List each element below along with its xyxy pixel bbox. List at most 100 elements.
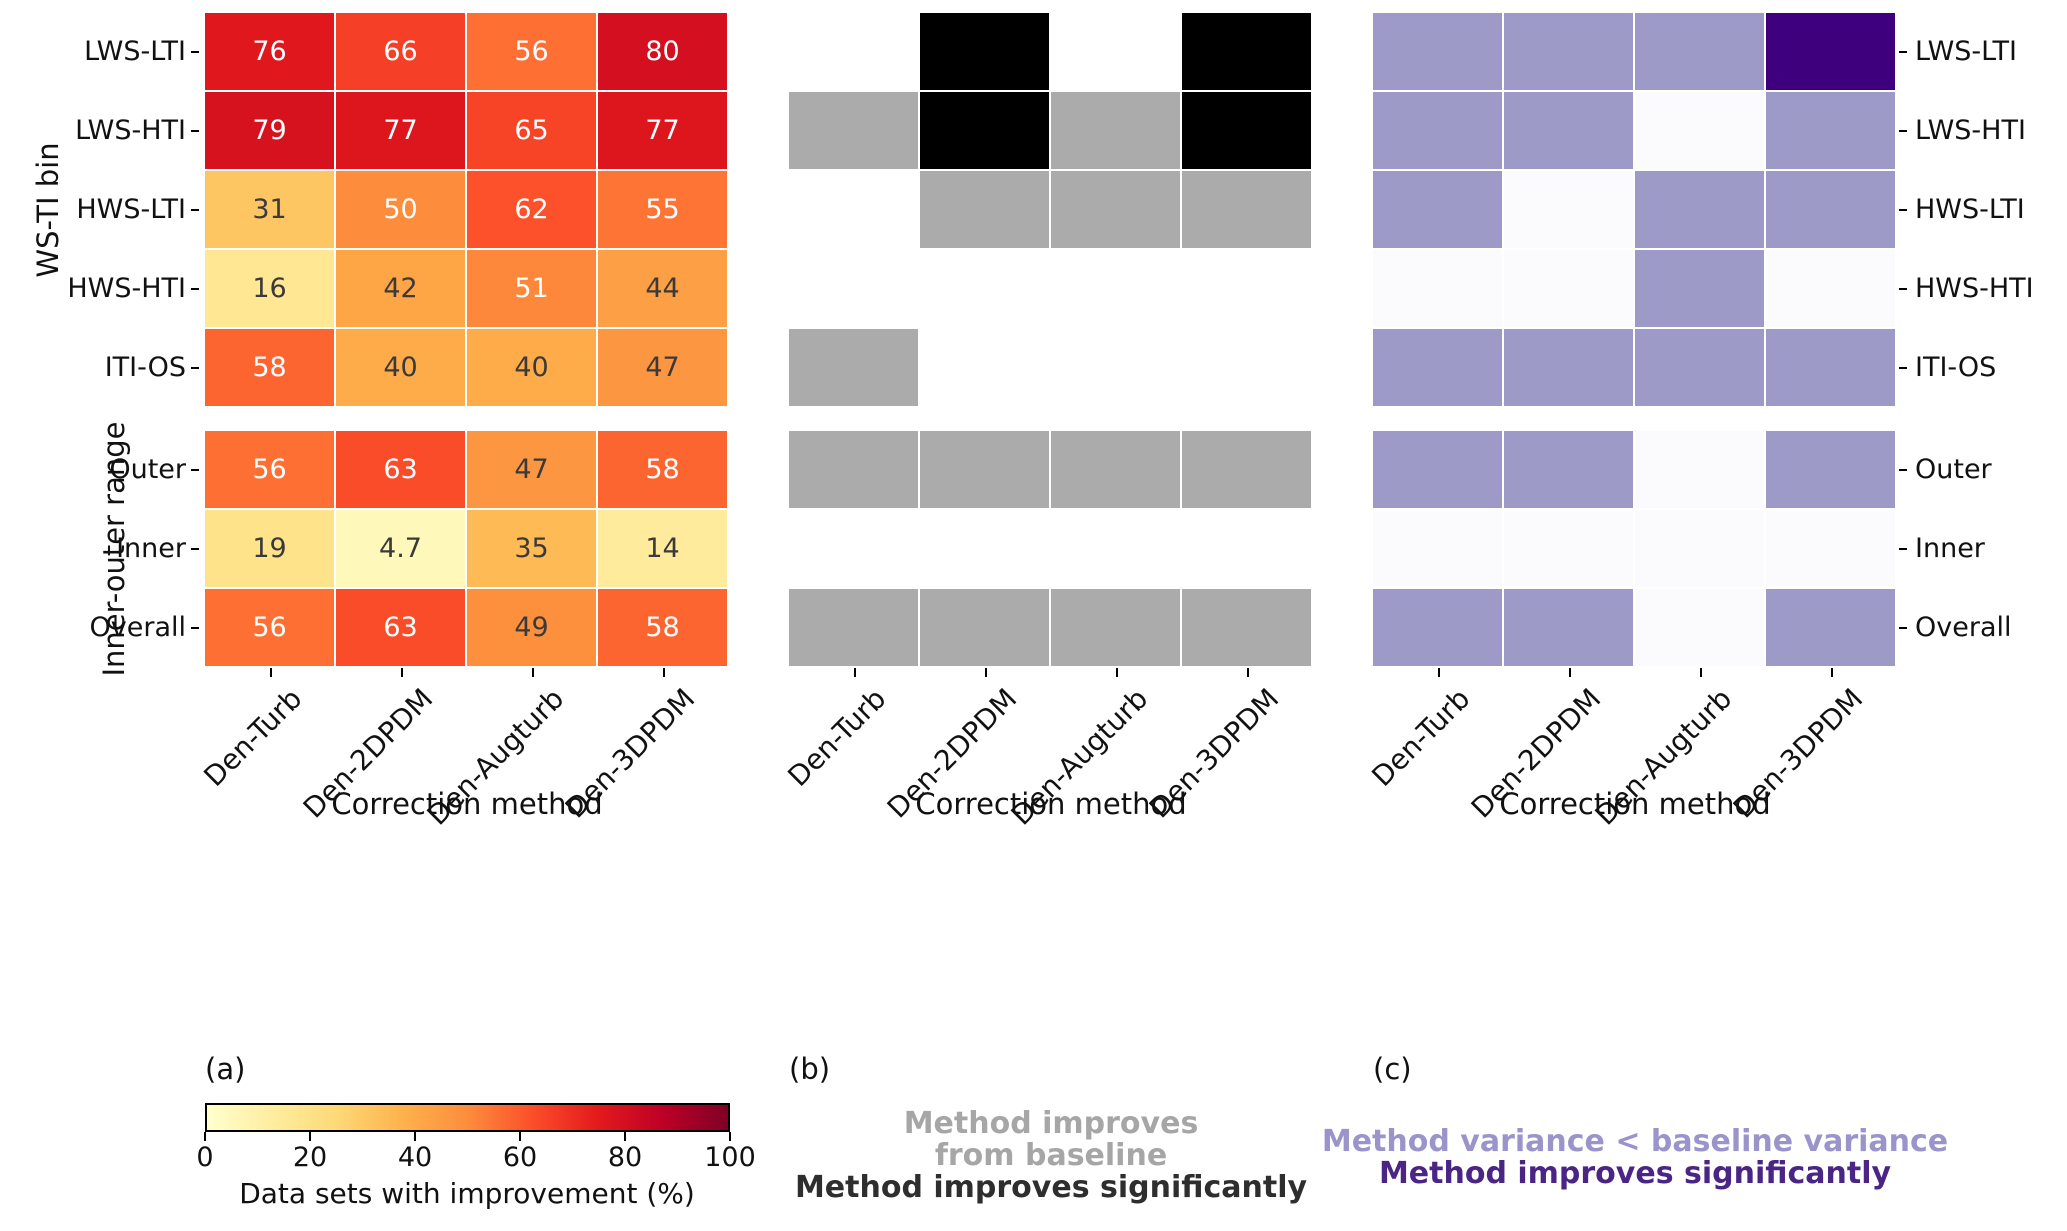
x-tick bbox=[1246, 668, 1249, 677]
heatmap-cell bbox=[1373, 589, 1502, 666]
heatmap-cell-value: 47 bbox=[514, 454, 549, 485]
heatmap-cell: 58 bbox=[598, 431, 727, 508]
y-tick bbox=[191, 208, 199, 211]
row-label: Outer bbox=[1915, 453, 1992, 485]
x-tick bbox=[531, 668, 534, 677]
row-label: ITI-OS bbox=[1915, 351, 1997, 383]
x-tick bbox=[1699, 668, 1702, 677]
legend-text: Method improves significantly bbox=[1378, 1156, 1892, 1191]
heatmap-cell: 62 bbox=[467, 171, 596, 248]
y-tick bbox=[1899, 208, 1907, 211]
colorbar-tick bbox=[414, 1132, 416, 1141]
heatmap-cell-value: 40 bbox=[383, 352, 418, 383]
heatmap-cell-value: 80 bbox=[645, 36, 680, 67]
legend-text: Method improves bbox=[903, 1106, 1199, 1141]
heatmap-cell: 47 bbox=[467, 431, 596, 508]
heatmap-cell bbox=[1504, 13, 1633, 90]
y-tick bbox=[191, 287, 199, 290]
heatmap-cell-value: 56 bbox=[252, 612, 287, 643]
heatmap-cell: 66 bbox=[336, 13, 465, 90]
heatmap-cell: 63 bbox=[336, 589, 465, 666]
colorbar bbox=[205, 1103, 730, 1132]
heatmap-cell-value: 66 bbox=[383, 36, 418, 67]
heatmap-cell: 56 bbox=[205, 431, 334, 508]
heatmap-cell: 80 bbox=[598, 13, 727, 90]
heatmap-cell bbox=[1766, 13, 1895, 90]
x-tick bbox=[1568, 668, 1571, 677]
heatmap-cell bbox=[920, 510, 1049, 587]
heatmap-cell bbox=[920, 13, 1049, 90]
heatmap-panel-c-block-2 bbox=[1373, 431, 1895, 666]
heatmap-cell: 40 bbox=[336, 329, 465, 406]
heatmap-cell: 77 bbox=[598, 92, 727, 169]
heatmap-cell-value: 76 bbox=[252, 36, 287, 67]
heatmap-cell-value: 31 bbox=[252, 194, 287, 225]
heatmap-cell bbox=[920, 250, 1049, 327]
colorbar-label: Data sets with improvement (%) bbox=[239, 1177, 695, 1210]
colorbar-tick-label: 80 bbox=[607, 1142, 643, 1173]
heatmap-cell bbox=[920, 329, 1049, 406]
heatmap-cell bbox=[1051, 171, 1180, 248]
x-axis-label-panel-c: Correction method bbox=[1499, 787, 1771, 821]
heatmap-cell: 47 bbox=[598, 329, 727, 406]
y-tick bbox=[1899, 287, 1907, 290]
heatmap-cell bbox=[1182, 431, 1311, 508]
colorbar-tick-label: 0 bbox=[196, 1142, 214, 1173]
heatmap-cell bbox=[1504, 329, 1633, 406]
heatmap-cell bbox=[1051, 589, 1180, 666]
x-tick bbox=[1830, 668, 1833, 677]
heatmap-cell bbox=[920, 171, 1049, 248]
x-tick bbox=[853, 668, 856, 677]
heatmap-cell bbox=[1766, 431, 1895, 508]
row-label: HWS-HTI bbox=[67, 272, 186, 304]
heatmap-cell bbox=[1051, 510, 1180, 587]
heatmap-cell bbox=[1373, 250, 1502, 327]
heatmap-cell-value: 79 bbox=[252, 115, 287, 146]
heatmap-cell bbox=[920, 431, 1049, 508]
heatmap-cell bbox=[789, 13, 918, 90]
panel-letter-a: (a) bbox=[205, 1052, 246, 1086]
colorbar-tick-label: 60 bbox=[502, 1142, 538, 1173]
heatmap-cell-value: 63 bbox=[383, 454, 418, 485]
y-tick bbox=[1899, 50, 1907, 53]
heatmap-cell: 58 bbox=[205, 329, 334, 406]
heatmap-cell: 14 bbox=[598, 510, 727, 587]
heatmap-cell bbox=[1766, 329, 1895, 406]
heatmap-cell-value: 63 bbox=[383, 612, 418, 643]
heatmap-cell bbox=[1504, 92, 1633, 169]
heatmap-cell bbox=[1635, 92, 1764, 169]
heatmap-cell-value: 55 bbox=[645, 194, 680, 225]
heatmap-cell bbox=[1051, 250, 1180, 327]
heatmap-cell bbox=[1373, 92, 1502, 169]
heatmap-cell bbox=[1504, 431, 1633, 508]
heatmap-cell-value: 4.7 bbox=[379, 533, 422, 564]
heatmap-cell bbox=[1504, 510, 1633, 587]
y-tick bbox=[1899, 366, 1907, 369]
colorbar-tick-label: 100 bbox=[704, 1142, 756, 1173]
heatmap-cell bbox=[789, 431, 918, 508]
heatmap-cell-value: 58 bbox=[645, 454, 680, 485]
row-label: Outer bbox=[109, 453, 186, 485]
row-label: Inner bbox=[116, 532, 186, 564]
heatmap-cell bbox=[1635, 510, 1764, 587]
heatmap-cell bbox=[1373, 431, 1502, 508]
heatmap-cell: 35 bbox=[467, 510, 596, 587]
y-tick bbox=[191, 626, 199, 629]
heatmap-cell bbox=[789, 510, 918, 587]
colorbar-tick-label: 20 bbox=[292, 1142, 328, 1173]
x-tick bbox=[1437, 668, 1440, 677]
heatmap-cell bbox=[1635, 171, 1764, 248]
heatmap-cell bbox=[789, 92, 918, 169]
x-axis-label-panel-a: Correction method bbox=[331, 787, 603, 821]
heatmap-cell bbox=[1182, 171, 1311, 248]
heatmap-cell bbox=[1504, 171, 1633, 248]
heatmap-cell bbox=[789, 589, 918, 666]
heatmap-cell-value: 47 bbox=[645, 352, 680, 383]
legend-text: Method variance < baseline variance bbox=[1321, 1124, 1949, 1159]
heatmap-cell bbox=[789, 329, 918, 406]
heatmap-cell bbox=[1635, 13, 1764, 90]
heatmap-cell: 49 bbox=[467, 589, 596, 666]
x-tick bbox=[269, 668, 272, 677]
heatmap-cell bbox=[789, 250, 918, 327]
